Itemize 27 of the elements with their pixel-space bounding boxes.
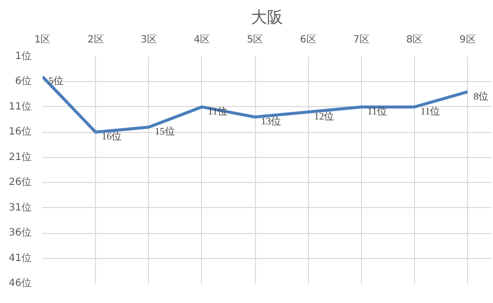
y-tick-label: 6位 (15, 75, 32, 88)
y-tick-label: 31位 (8, 201, 32, 214)
y-tick-label: 21位 (8, 150, 32, 163)
x-tick-label: 1区 (34, 34, 51, 46)
y-tick-label: 16位 (8, 126, 32, 138)
data-label: 11位 (420, 105, 440, 118)
x-tick-label: 8区 (406, 34, 423, 46)
y-tick-label: 46位 (8, 277, 32, 289)
data-label: 8位 (474, 90, 489, 102)
data-label: 15位 (154, 126, 175, 138)
data-label: 11位 (367, 105, 387, 118)
data-label: 13位 (261, 116, 282, 128)
x-tick-label: 7区 (353, 34, 370, 46)
y-tick-label: 26位 (8, 176, 32, 188)
y-tick-label: 1位 (15, 50, 32, 62)
x-tick-label: 3区 (140, 34, 157, 46)
y-tick-label: 11位 (8, 100, 32, 112)
y-tick-label: 41位 (8, 252, 32, 264)
x-tick-label: 6区 (300, 34, 316, 46)
x-tick-label: 4区 (194, 34, 210, 46)
x-tick-label: 9区 (459, 34, 476, 46)
data-label: 16位 (102, 130, 122, 143)
x-tick-label: 2区 (87, 34, 104, 46)
y-tick-label: 36位 (8, 226, 32, 239)
data-label: 12位 (314, 110, 334, 122)
x-tick-label: 5区 (246, 34, 264, 46)
chart-title: 大阪 (251, 8, 283, 26)
